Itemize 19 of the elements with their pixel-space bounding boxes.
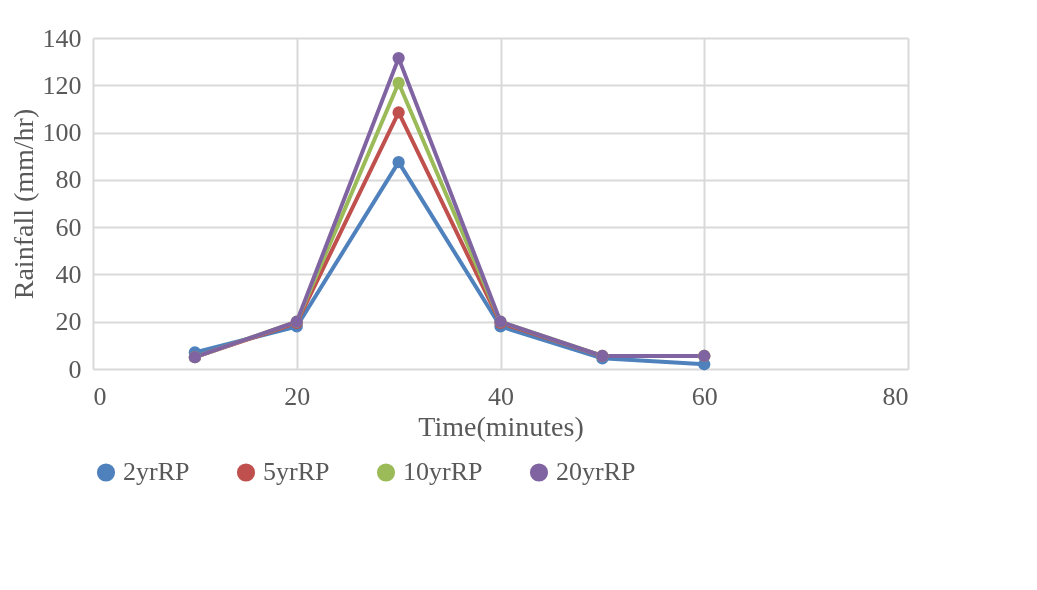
- y-tick-label: 20: [55, 307, 82, 337]
- y-tick-label: 120: [42, 70, 82, 100]
- x-axis-title: Time(minutes): [418, 410, 584, 442]
- x-tick-label: 40: [488, 381, 514, 411]
- y-tick-label: 0: [68, 354, 82, 384]
- x-tick-label: 80: [882, 381, 909, 411]
- y-tick-label: 100: [42, 118, 82, 148]
- legend-label: 20yrRP: [556, 457, 636, 487]
- x-tick-label: 20: [284, 381, 311, 411]
- legend-label: 10yrRP: [403, 457, 483, 487]
- y-tick-label: 40: [55, 259, 82, 289]
- y-tick-label: 80: [55, 165, 82, 195]
- legend-label: 2yrRP: [123, 457, 190, 487]
- y-axis-title: Rainfall (mm/hr): [7, 108, 39, 300]
- x-tick-label: 0: [93, 381, 107, 411]
- y-tick-label: 60: [55, 212, 82, 242]
- x-tick-label: 60: [691, 381, 718, 411]
- legend-label: 5yrRP: [263, 457, 330, 487]
- y-tick-label: 140: [42, 23, 82, 53]
